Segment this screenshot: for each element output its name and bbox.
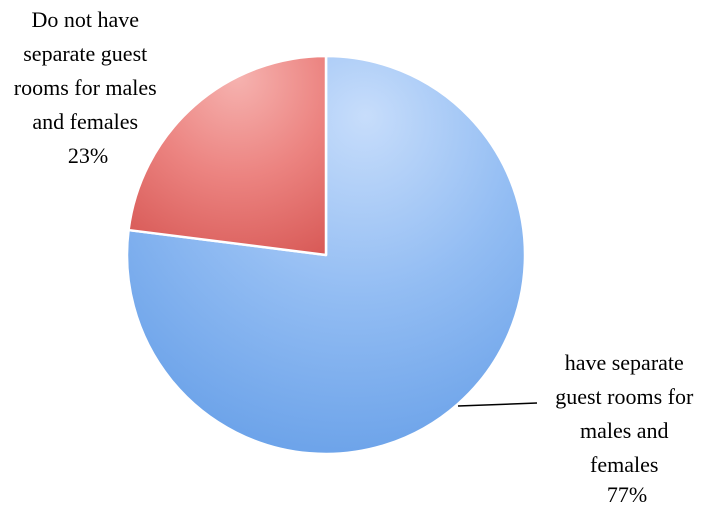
leader-line-have [457, 402, 538, 407]
pie-slice-have [125, 54, 527, 456]
pie-slices [125, 54, 527, 456]
slice-label-do-not-have: Do not have separate guest rooms for mal… [14, 7, 162, 168]
slice-label-have-line-3: males and [580, 418, 669, 443]
slice-label-do-not-have-line-4: and females [32, 109, 138, 134]
slice-label-do-not-have-line-2: separate guest [23, 41, 147, 66]
slice-label-have-line-1: have separate [565, 350, 684, 375]
slice-label-do-not-have-line-3: rooms for males [14, 75, 157, 100]
slice-label-have-line-4: females [590, 452, 658, 477]
slice-label-have: have separate guest rooms for males and … [555, 350, 699, 506]
slice-label-do-not-have-line-1: Do not have [31, 7, 139, 32]
slice-value-do-not-have: 23% [68, 143, 108, 168]
pie-slice-do-not-have [127, 54, 328, 257]
slice-label-have-line-2: guest rooms for [555, 384, 694, 409]
slice-value-have: 77% [607, 482, 647, 506]
